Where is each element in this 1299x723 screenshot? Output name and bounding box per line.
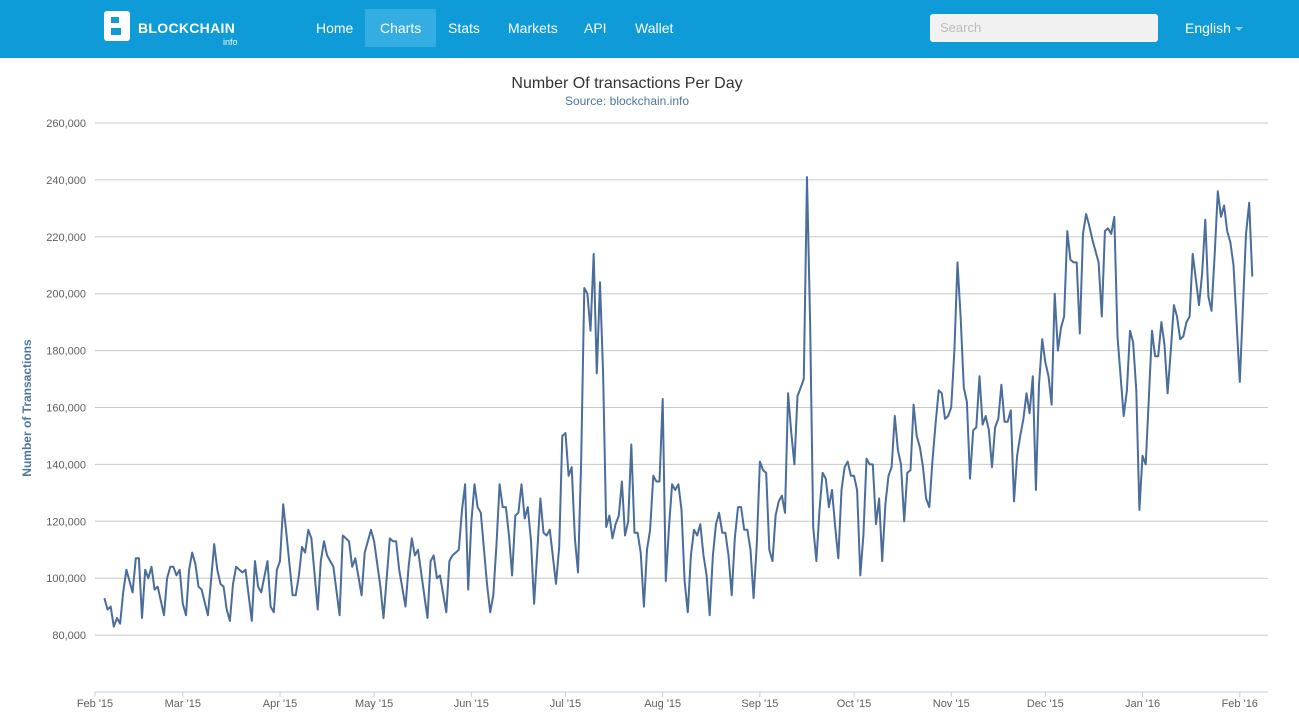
header: BLOCKCHAIN info Home Charts Stats Markets AP… [0, 0, 1299, 58]
x-tick-label: May '15 [355, 698, 393, 710]
x-tick-label: Jun '15 [454, 698, 489, 710]
y-tick-label: 140,000 [46, 459, 86, 471]
y-tick-label: 200,000 [46, 289, 86, 301]
x-tick-label: Aug '15 [644, 698, 681, 710]
x-tick-label: Oct '15 [837, 698, 872, 710]
y-tick-label: 260,000 [46, 118, 86, 130]
nav-item[interactable]: Wallet [635, 20, 674, 36]
y-tick-label: 120,000 [46, 516, 86, 528]
series-line [103, 176, 1254, 628]
y-tick-label: 240,000 [46, 175, 86, 187]
chart-title: Number Of transactions Per Day [511, 75, 742, 92]
y-tick-label: 160,000 [46, 403, 86, 415]
x-tick-label: Feb '15 [77, 698, 113, 710]
nav-item[interactable]: Home [316, 20, 354, 36]
x-tick-label: Mar '15 [165, 698, 201, 710]
x-tick-label: Jan '16 [1125, 698, 1160, 710]
chart-subtitle: Source: blockchain.info [565, 94, 689, 108]
nav-item[interactable]: API [584, 20, 607, 36]
logo-sub: info [223, 37, 238, 47]
y-tick-label: 220,000 [46, 232, 86, 244]
x-tick-label: Sep '15 [741, 698, 778, 710]
y-tick-label: 100,000 [46, 573, 86, 585]
y-tick-label: 180,000 [46, 346, 86, 358]
chart: Number Of transactions Per Day Source: b… [20, 75, 1268, 710]
nav-item[interactable]: Markets [508, 20, 558, 36]
y-tick-label: 80,000 [52, 630, 86, 642]
y-axis-title: Number of Transactions [20, 339, 34, 477]
language-menu[interactable]: English [1185, 20, 1231, 36]
nav-item[interactable]: Charts [365, 9, 437, 47]
x-tick-label: Apr '15 [263, 698, 298, 710]
logo[interactable]: BLOCKCHAIN [138, 20, 236, 36]
logo-icon [104, 11, 130, 41]
caret [1235, 27, 1243, 31]
x-tick-label: Dec '15 [1027, 698, 1064, 710]
x-tick-label: Nov '15 [933, 698, 970, 710]
nav-item[interactable]: Stats [448, 20, 480, 36]
search-box[interactable]: Search [930, 14, 1158, 42]
x-tick-label: Jul '15 [550, 698, 581, 710]
x-tick-label: Feb '16 [1222, 698, 1258, 710]
